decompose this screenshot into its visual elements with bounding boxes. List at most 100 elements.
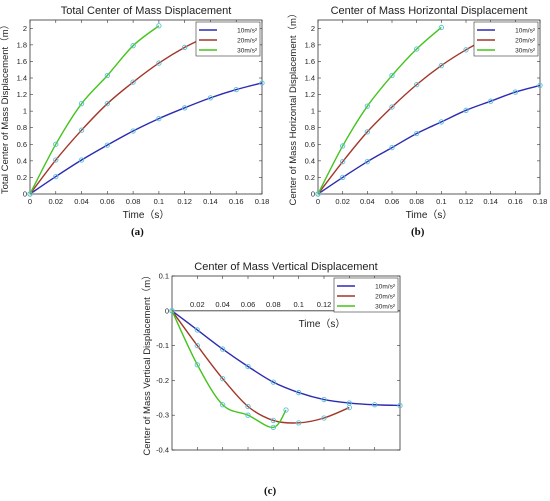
chart1-xtick-label: 0.08 xyxy=(409,197,424,206)
chart0-xtick-label: 0.1 xyxy=(154,197,164,206)
chart2-ytick-label: -0.2 xyxy=(156,376,169,385)
chart1-data-point xyxy=(340,159,346,165)
chart1-data-point xyxy=(414,130,420,137)
chart0-data-point xyxy=(156,60,162,66)
chart1-ytick-label: 0.8 xyxy=(305,123,315,132)
chart0-xtick-label: 0.06 xyxy=(100,197,115,206)
caption-c: (c) xyxy=(264,485,277,497)
chart1-data-point xyxy=(512,89,518,95)
chart2-data-point xyxy=(346,404,352,411)
chart2-legend-label: 30m/s² xyxy=(375,304,396,311)
chart1-series-line-2 xyxy=(317,26,442,195)
chart2-xlabel: Time（s） xyxy=(299,318,346,330)
chart2-xtick-label: 0.1 xyxy=(293,300,303,309)
chart2-data-point xyxy=(283,407,289,413)
chart0-data-point xyxy=(233,86,239,93)
chart-horizontal-displacement: Center of Mass Horizontal Displacement 0 0… xyxy=(287,5,548,221)
caption-a: (a) xyxy=(131,226,144,238)
chart0-data-point xyxy=(53,141,59,147)
chart2-data-point xyxy=(372,402,378,408)
chart2-legend-label: 10m/s² xyxy=(375,284,396,291)
chart1-data-point xyxy=(537,82,543,89)
chart0-ytick-label: 0.2 xyxy=(17,173,27,182)
chart0-data-point xyxy=(156,23,162,29)
chart0-legend-label: 10m/s² xyxy=(237,28,258,35)
chart-total-displacement: Total Center of Mass Displacement 0 0.02 0.… xyxy=(0,5,270,221)
chart-vertical-displacement: Center of Mass Vertical Displacement 0.02… xyxy=(141,261,403,456)
chart2-ytick-label: -0.3 xyxy=(156,411,169,420)
chart1-data-point xyxy=(389,104,395,110)
chart2-data-point xyxy=(220,402,226,408)
chart1-data-point xyxy=(438,119,444,125)
chart1-xlabel: Time（s） xyxy=(406,209,453,221)
chart2-ytick-label: 0.1 xyxy=(159,272,169,281)
chart0-series-line-0 xyxy=(29,82,263,195)
chart1-data-point xyxy=(340,143,346,149)
chart0-data-point xyxy=(156,115,162,122)
chart1-xtick-label: 0.18 xyxy=(533,197,548,206)
chart2-series-line-2 xyxy=(171,310,287,429)
chart0-xtick-label: 0.16 xyxy=(229,197,244,206)
chart0-legend-label: 30m/s² xyxy=(237,48,258,55)
chart1-ytick-label: 1.8 xyxy=(305,40,315,49)
chart1-data-point xyxy=(488,98,494,104)
chart1-data-point xyxy=(315,191,321,197)
chart1-ytick-label: 0.2 xyxy=(305,173,315,182)
chart0-ytick-label: 1.4 xyxy=(17,74,27,83)
chart1-xtick-label: 0.04 xyxy=(360,197,375,206)
chart0-data-point xyxy=(130,128,136,134)
chart0-data-point xyxy=(207,95,214,101)
chart1-ytick-label: 0 xyxy=(311,190,315,199)
chart2-data-point xyxy=(296,420,302,426)
chart0-data-point xyxy=(78,101,85,107)
chart1-data-point xyxy=(364,103,370,109)
chart2-data-point xyxy=(194,342,200,349)
chart1-ytick-label: 0.6 xyxy=(305,140,315,149)
chart0-ytick-label: 1.6 xyxy=(17,57,27,66)
chart1-xtick-label: 0.12 xyxy=(459,197,474,206)
chart2-data-point xyxy=(270,379,276,385)
chart1-xtick-label: 0.02 xyxy=(335,197,350,206)
chart1-data-point xyxy=(438,62,444,69)
chart1-xtick-label: 0.06 xyxy=(385,197,400,206)
chart2-data-point xyxy=(296,389,302,396)
chart2-xtick-label: 0.02 xyxy=(190,300,205,309)
chart0-ytick-label: 1.2 xyxy=(17,90,27,99)
chart0-data-point xyxy=(130,43,136,49)
chart0-ytick-label: 2 xyxy=(23,24,27,33)
chart0-data-point xyxy=(104,101,110,107)
chart1-title: Center of Mass Horizontal Displacement xyxy=(331,5,528,17)
chart1-data-point xyxy=(414,46,420,52)
chart0-ytick-label: 1.8 xyxy=(17,40,27,49)
chart0-data-point xyxy=(104,142,110,148)
chart2-legend-label: 20m/s² xyxy=(375,294,396,301)
chart0-ylabel: Total Center of Mass Displacement（m） xyxy=(0,20,11,194)
chart0-data-point xyxy=(53,157,59,163)
chart1-xtick-label: 0.1 xyxy=(436,197,446,206)
chart1-ytick-label: 2 xyxy=(311,24,315,33)
chart0-title: Total Center of Mass Displacement xyxy=(61,5,232,17)
chart2-data-point xyxy=(245,403,251,410)
chart1-data-point xyxy=(389,144,395,151)
chart1-data-point xyxy=(364,129,370,135)
chart0-xtick-label: 0.08 xyxy=(126,197,141,206)
chart1-ytick-label: 1.2 xyxy=(305,90,315,99)
chart2-data-point xyxy=(321,415,327,421)
chart0-xtick-label: 0.14 xyxy=(203,197,218,206)
chart1-data-point xyxy=(389,72,395,79)
chart2-ytick-label: -0.1 xyxy=(156,341,169,350)
chart2-xtick-label: 0.04 xyxy=(215,300,230,309)
chart0-xtick-label: 0.18 xyxy=(255,197,270,206)
chart1-legend-label: 30m/s² xyxy=(515,48,536,55)
chart1-data-point xyxy=(340,174,346,181)
chart2-data-point xyxy=(220,346,226,352)
chart2-series-line-0 xyxy=(171,310,401,407)
chart2-data-point xyxy=(220,376,226,382)
chart0-data-point xyxy=(259,80,265,86)
caption-b: (b) xyxy=(411,226,425,238)
chart2-plot-frame xyxy=(171,275,401,451)
chart0-xlabel: Time（s） xyxy=(123,209,170,221)
chart0-data-point xyxy=(104,72,110,79)
chart0-data-point xyxy=(182,44,188,50)
chart1-legend-label: 10m/s² xyxy=(515,28,536,35)
